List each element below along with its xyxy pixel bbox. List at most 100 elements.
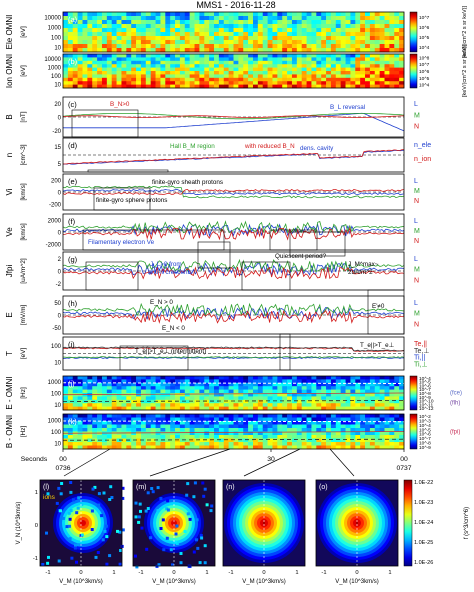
spectrogram-cell (150, 44, 156, 49)
spectrogram-cell (101, 40, 108, 45)
spectrogram-cell (335, 77, 341, 82)
freq-line (62, 400, 405, 402)
spectrogram-cell (311, 399, 317, 404)
time-tick-label-2: 0736 (55, 465, 70, 472)
spectrogram-cell (389, 48, 395, 53)
spectrogram-cell (316, 77, 322, 82)
spectrogram-cell (150, 414, 156, 418)
spectrogram-cell (282, 12, 288, 17)
spectrogram-cell (384, 445, 390, 450)
spectrogram-cell (170, 424, 176, 429)
vdf-noise (203, 487, 207, 491)
spectrogram-cell (365, 386, 371, 390)
spectrogram-cell (184, 44, 190, 49)
spectrogram-cell (126, 445, 132, 450)
spectrogram-cell (238, 428, 244, 432)
spectrogram-cell (175, 379, 181, 384)
vdf-noise (156, 509, 160, 513)
legend-entry: n_ion (414, 156, 431, 163)
spectrogram-cell (340, 438, 346, 443)
spectrogram-cell (106, 28, 113, 33)
spectrogram-cell (355, 36, 361, 41)
spectrogram-cell (238, 389, 244, 394)
spectrogram-cell (194, 396, 200, 401)
spectrogram-cell (106, 399, 113, 404)
spectrogram-cell (170, 60, 176, 65)
spectrogram-cell (257, 421, 264, 425)
spectrogram-cell (209, 445, 215, 450)
spectrogram-cell (321, 64, 327, 68)
spectrogram-cell (126, 77, 132, 82)
spectrogram-cell (306, 386, 312, 390)
spectrogram-cell (394, 424, 400, 429)
spectrogram-cell (121, 12, 127, 17)
spectrogram-cell (121, 442, 127, 446)
freq-line (62, 392, 405, 396)
spectrogram-cell (272, 60, 278, 65)
spectrogram-cell (106, 44, 113, 49)
spectrogram-cell (228, 36, 234, 41)
series-line (62, 113, 405, 120)
spectrogram-cell (335, 396, 341, 401)
vdf-noise (121, 496, 125, 500)
legend-entry: L (414, 256, 418, 263)
vdf-noise (144, 509, 148, 513)
y-tick-label: 100 (51, 36, 62, 42)
spectrogram-cell (257, 396, 264, 401)
spectrogram-cell (238, 382, 244, 387)
spectrogram-cell (101, 64, 108, 68)
spectrogram-cell (355, 57, 361, 62)
spectrogram-cell (384, 54, 390, 58)
spectrogram-cell (252, 74, 259, 79)
spectrogram-cell (204, 54, 210, 58)
spectrogram-cell (121, 32, 127, 37)
spectrogram-cell (209, 417, 215, 422)
vdf-frame (315, 479, 399, 567)
colorbar (409, 413, 418, 450)
spectrogram-cell (214, 403, 220, 407)
spectrogram-cell (184, 74, 190, 79)
spectrogram-cell (311, 36, 317, 41)
spectrogram-cell (184, 428, 190, 432)
spectrogram-cell (214, 382, 220, 387)
spectrogram-cell (67, 12, 74, 17)
spectrogram-cell (296, 442, 302, 446)
vdf-noise (159, 497, 163, 500)
spectrogram-cell (321, 20, 327, 25)
spectrogram-cell (165, 36, 171, 41)
spectrogram-cell (301, 12, 307, 17)
spectrogram-cell (82, 414, 88, 418)
spectrogram-cell (272, 48, 278, 53)
spectrogram-cell (248, 24, 254, 29)
spectrogram-cell (136, 67, 142, 72)
spectrogram-cell (228, 431, 234, 436)
spectrogram-cell (326, 445, 332, 450)
spectrogram-cell (97, 414, 103, 418)
spectrogram-cell (209, 81, 215, 85)
spectrogram-cell (282, 74, 288, 79)
spectrogram-cell (340, 36, 346, 41)
spectrogram-cell (175, 12, 181, 17)
spectrogram-cell (170, 44, 176, 49)
spectrogram-cell (257, 424, 264, 429)
spectrogram-cell (379, 81, 385, 85)
spectrogram-cell (233, 36, 239, 41)
spectrogram-cell (282, 32, 288, 37)
annotation-box (85, 261, 139, 291)
spectrogram-cell (365, 74, 371, 79)
spectrogram-cell (140, 24, 147, 29)
spectrogram-cell (184, 12, 190, 17)
spectrogram-cell (389, 77, 395, 82)
spectrogram-cell (67, 77, 74, 82)
spectrogram-cell (389, 396, 395, 401)
spectrogram-cell (311, 424, 317, 429)
spectrogram-cell (165, 57, 171, 62)
spectrogram-cell (257, 406, 264, 411)
spectrogram-cell (306, 71, 312, 75)
colorbar-label: f (s^3/cm^6) (464, 507, 470, 539)
spectrogram-cell (136, 393, 142, 397)
spectrogram-cell (340, 77, 346, 82)
spectrogram-cell (321, 414, 327, 418)
spectrogram-cell (311, 16, 317, 21)
spectrogram-cell (360, 421, 366, 425)
